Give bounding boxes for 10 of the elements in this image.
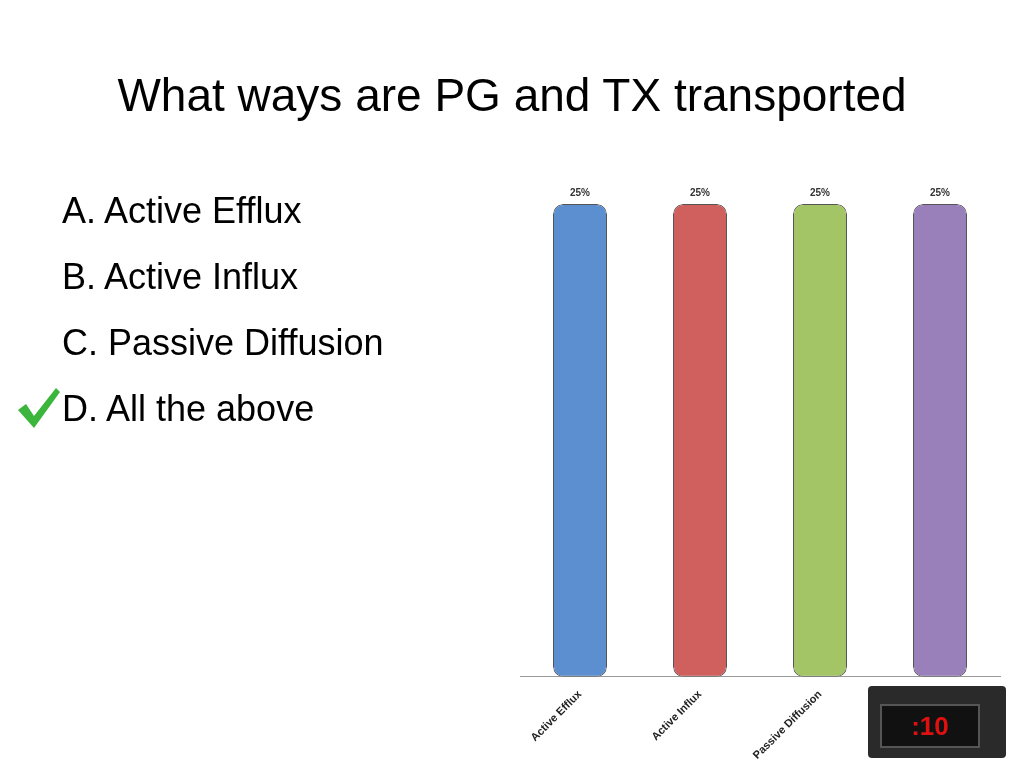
text: B. Active Influx xyxy=(62,256,300,299)
data-label: 25% xyxy=(929,186,951,198)
timer-icon: :10 xyxy=(868,686,1006,758)
text: D. All the above xyxy=(62,388,316,431)
data-label: 25% xyxy=(689,186,711,198)
text: A. Active Efflux xyxy=(62,190,303,233)
chart-title: What ways are PG and TX transported xyxy=(116,68,908,122)
data-label: 25% xyxy=(569,186,591,198)
text: C. Passive Diffusion xyxy=(62,322,384,365)
data-label: 25% xyxy=(809,186,831,198)
